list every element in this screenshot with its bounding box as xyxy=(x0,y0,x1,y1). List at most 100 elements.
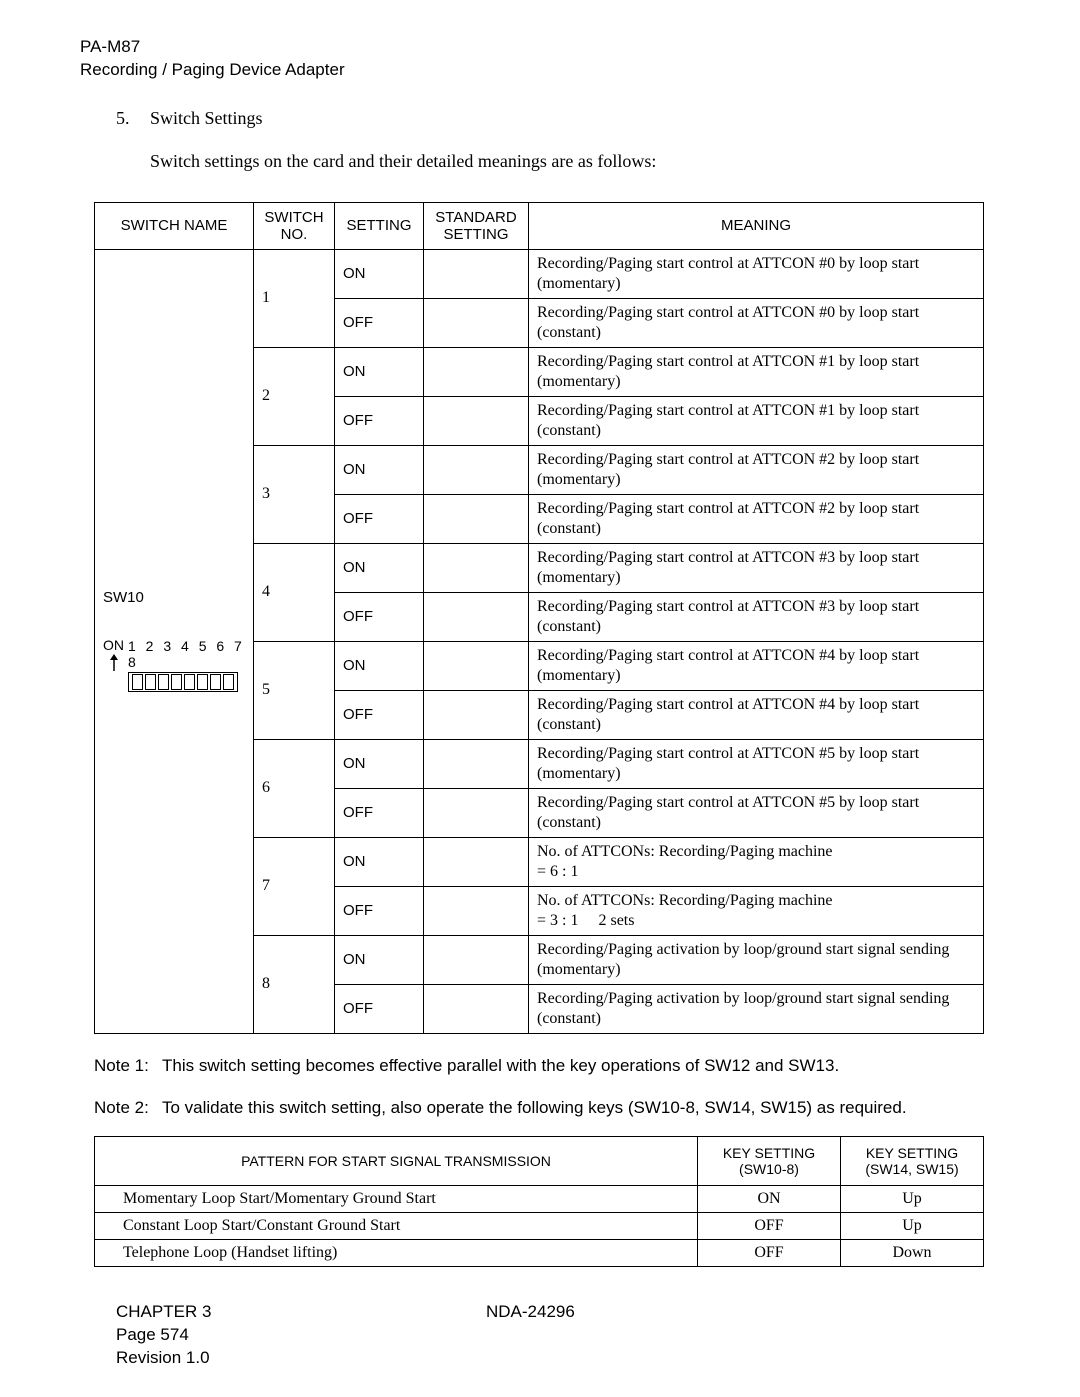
header-line-2: Recording / Paging Device Adapter xyxy=(80,59,1010,82)
meaning-cell: No. of ATTCONs: Recording/Paging machine… xyxy=(529,886,984,935)
dip-switch-cell xyxy=(145,674,156,690)
dip-switch-cell xyxy=(210,674,221,690)
meaning-cell: Recording/Paging start control at ATTCON… xyxy=(529,298,984,347)
table-row: Constant Loop Start/Constant Ground Star… xyxy=(95,1212,984,1239)
footer-chapter: CHAPTER 3 xyxy=(116,1301,486,1324)
footer-revision: Revision 1.0 xyxy=(116,1347,1010,1370)
switch-name-cell: SW10 ON1 2 3 4 5 6 7 8 xyxy=(95,249,254,1033)
section-intro: Switch settings on the card and their de… xyxy=(116,151,1010,172)
dip-switch-cell xyxy=(184,674,195,690)
dip-switch-cell xyxy=(171,674,182,690)
th-switch-name: SWITCH NAME xyxy=(95,202,254,249)
meaning-cell: Recording/Paging activation by loop/grou… xyxy=(529,984,984,1033)
standard-setting-cell xyxy=(424,739,529,788)
switch-no-cell: 3 xyxy=(254,445,335,543)
standard-setting-cell xyxy=(424,347,529,396)
setting-on-cell: ON xyxy=(335,739,424,788)
setting-on-cell: ON xyxy=(335,641,424,690)
setting-on-cell: ON xyxy=(335,837,424,886)
table-row: Momentary Loop Start/Momentary Ground St… xyxy=(95,1185,984,1212)
header-line-1: PA-M87 xyxy=(80,36,1010,59)
setting-on-cell: ON xyxy=(335,543,424,592)
switch-settings-table: SWITCH NAME SWITCHNO. SETTING STANDARDSE… xyxy=(94,202,984,1034)
setting-off-cell: OFF xyxy=(335,298,424,347)
key-setting-sw14-15-cell: Up xyxy=(841,1212,984,1239)
note-2-text: To validate this switch setting, also op… xyxy=(162,1098,907,1118)
switch-no-cell: 8 xyxy=(254,935,335,1033)
dip-switch-diagram: ON1 2 3 4 5 6 7 8 xyxy=(103,638,245,694)
switch-no-cell: 5 xyxy=(254,641,335,739)
setting-off-cell: OFF xyxy=(335,396,424,445)
th-setting: SETTING xyxy=(335,202,424,249)
meaning-cell: Recording/Paging start control at ATTCON… xyxy=(529,347,984,396)
section-number: 5. xyxy=(116,108,150,129)
key-setting-sw10-8-cell: OFF xyxy=(698,1212,841,1239)
setting-on-cell: ON xyxy=(335,445,424,494)
meaning-cell: Recording/Paging start control at ATTCON… xyxy=(529,396,984,445)
dip-switch-box xyxy=(128,672,238,692)
setting-off-cell: OFF xyxy=(335,886,424,935)
th-standard-setting: STANDARDSETTING xyxy=(424,202,529,249)
th-switch-no: SWITCHNO. xyxy=(254,202,335,249)
dip-numbers: 1 2 3 4 5 6 7 8 xyxy=(128,638,245,670)
note-1-text: This switch setting becomes effective pa… xyxy=(162,1056,839,1076)
note-1-label: Note 1: xyxy=(94,1056,162,1076)
meaning-cell: Recording/Paging start control at ATTCON… xyxy=(529,445,984,494)
pattern-cell: Constant Loop Start/Constant Ground Star… xyxy=(95,1212,698,1239)
standard-setting-cell xyxy=(424,445,529,494)
pattern-table: PATTERN FOR START SIGNAL TRANSMISSION KE… xyxy=(94,1136,984,1267)
dip-switch-cell xyxy=(132,674,143,690)
switch-no-cell: 6 xyxy=(254,739,335,837)
dip-switch-cell xyxy=(197,674,208,690)
dip-switch-cell xyxy=(158,674,169,690)
setting-on-cell: ON xyxy=(335,249,424,298)
setting-on-cell: ON xyxy=(335,935,424,984)
meaning-cell: Recording/Paging start control at ATTCON… xyxy=(529,249,984,298)
meaning-cell: Recording/Paging start control at ATTCON… xyxy=(529,543,984,592)
standard-setting-cell xyxy=(424,935,529,984)
standard-setting-cell xyxy=(424,494,529,543)
switch-no-cell: 2 xyxy=(254,347,335,445)
standard-setting-cell xyxy=(424,984,529,1033)
standard-setting-cell xyxy=(424,592,529,641)
switch-no-cell: 7 xyxy=(254,837,335,935)
th-key-setting-sw14-15: KEY SETTING(SW14, SW15) xyxy=(841,1136,984,1185)
th-meaning: MEANING xyxy=(529,202,984,249)
switch-no-cell: 1 xyxy=(254,249,335,347)
setting-on-cell: ON xyxy=(335,347,424,396)
meaning-cell: No. of ATTCONs: Recording/Paging machine… xyxy=(529,837,984,886)
meaning-cell: Recording/Paging start control at ATTCON… xyxy=(529,690,984,739)
key-setting-sw14-15-cell: Down xyxy=(841,1239,984,1266)
standard-setting-cell xyxy=(424,396,529,445)
key-setting-sw10-8-cell: OFF xyxy=(698,1239,841,1266)
arrow-up-icon xyxy=(109,654,119,672)
meaning-cell: Recording/Paging start control at ATTCON… xyxy=(529,788,984,837)
setting-off-cell: OFF xyxy=(335,494,424,543)
standard-setting-cell xyxy=(424,641,529,690)
meaning-cell: Recording/Paging activation by loop/grou… xyxy=(529,935,984,984)
note-2-label: Note 2: xyxy=(94,1098,162,1118)
meaning-cell: Recording/Paging start control at ATTCON… xyxy=(529,739,984,788)
standard-setting-cell xyxy=(424,837,529,886)
setting-off-cell: OFF xyxy=(335,984,424,1033)
pattern-cell: Telephone Loop (Handset lifting) xyxy=(95,1239,698,1266)
key-setting-sw14-15-cell: Up xyxy=(841,1185,984,1212)
meaning-cell: Recording/Paging start control at ATTCON… xyxy=(529,592,984,641)
switch-no-cell: 4 xyxy=(254,543,335,641)
standard-setting-cell xyxy=(424,886,529,935)
footer-doc-number: NDA-24296 xyxy=(486,1301,575,1324)
standard-setting-cell xyxy=(424,249,529,298)
th-pattern: PATTERN FOR START SIGNAL TRANSMISSION xyxy=(95,1136,698,1185)
standard-setting-cell xyxy=(424,543,529,592)
table-row: Telephone Loop (Handset lifting)OFFDown xyxy=(95,1239,984,1266)
section-title: Switch Settings xyxy=(150,108,263,129)
meaning-cell: Recording/Paging start control at ATTCON… xyxy=(529,641,984,690)
switch-name-label: SW10 xyxy=(103,589,245,606)
dip-on-label: ON xyxy=(103,638,124,672)
key-setting-sw10-8-cell: ON xyxy=(698,1185,841,1212)
dip-switch-cell xyxy=(223,674,234,690)
meaning-cell: Recording/Paging start control at ATTCON… xyxy=(529,494,984,543)
setting-off-cell: OFF xyxy=(335,690,424,739)
standard-setting-cell xyxy=(424,298,529,347)
setting-off-cell: OFF xyxy=(335,592,424,641)
